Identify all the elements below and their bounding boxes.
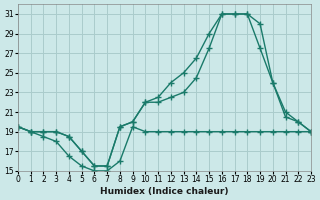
X-axis label: Humidex (Indice chaleur): Humidex (Indice chaleur) xyxy=(100,187,229,196)
